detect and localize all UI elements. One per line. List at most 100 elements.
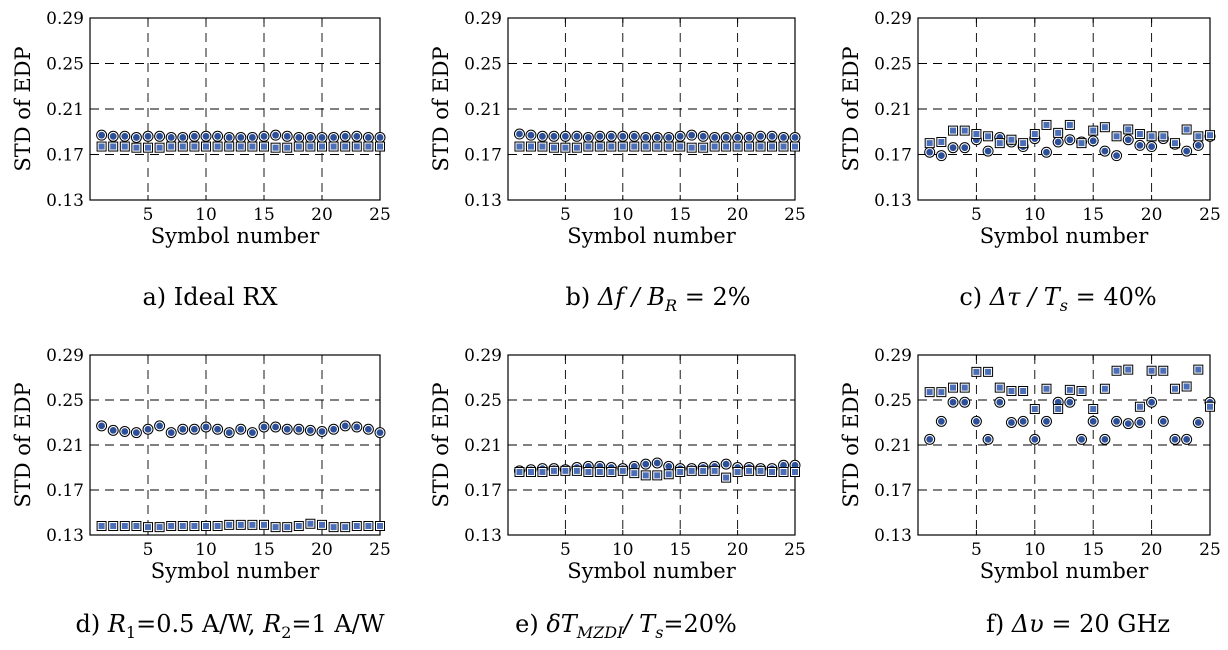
panel-caption: a) Ideal RX xyxy=(142,283,277,311)
data-point-circle-fill xyxy=(791,134,799,141)
x-tick-label: 25 xyxy=(369,205,391,225)
x-tick-label: 5 xyxy=(143,205,154,225)
panel-caption: d) R1=0.5 A/W, R2=1 A/W xyxy=(75,610,384,642)
data-point-circle-fill xyxy=(1066,136,1074,144)
data-point-square-fill xyxy=(168,143,175,150)
data-point-square-fill xyxy=(1031,131,1038,138)
data-point-circle-fill xyxy=(376,429,384,437)
data-point-circle-fill xyxy=(722,134,730,141)
data-point-circle-fill xyxy=(249,429,256,437)
panel-c: 0.13 0.17 0.21 0.25 0.29 5 10 15 20 25 Symbol numb… xyxy=(839,9,1221,315)
data-point-square-fill xyxy=(539,469,546,475)
data-point-circle-fill xyxy=(260,132,268,140)
data-point-circle-fill xyxy=(109,132,117,140)
data-point-circle-fill xyxy=(353,423,361,431)
y-tick-label: 0.17 xyxy=(874,146,912,166)
data-point-square-fill xyxy=(121,523,128,529)
data-point-square-fill xyxy=(1171,385,1178,392)
data-point-circle-fill xyxy=(984,147,992,155)
data-point-square-fill xyxy=(1031,406,1038,412)
data-point-square-fill xyxy=(550,467,557,474)
data-point-square-fill xyxy=(1008,388,1015,394)
data-point-square-fill xyxy=(307,520,314,527)
data-point-circle-fill xyxy=(295,134,303,141)
data-point-circle-fill xyxy=(1136,419,1144,426)
data-point-circle-fill xyxy=(1183,435,1191,443)
data-point-square-fill xyxy=(926,389,933,396)
x-tick-label: 15 xyxy=(1082,540,1104,560)
data-point-circle-fill xyxy=(191,132,198,140)
data-point-circle-fill xyxy=(156,132,164,140)
data-point-square-fill xyxy=(203,143,209,150)
data-point-circle-fill xyxy=(607,132,615,140)
data-point-circle-fill xyxy=(996,398,1004,406)
data-point-square-fill xyxy=(516,469,523,475)
data-point-circle-fill xyxy=(1089,417,1097,425)
data-point-square-fill xyxy=(780,143,787,150)
data-point-square-fill xyxy=(654,143,661,150)
data-point-circle-fill xyxy=(1066,398,1074,406)
data-point-square-fill xyxy=(156,144,163,151)
y-tick-label: 0.13 xyxy=(46,526,84,546)
data-point-circle-fill xyxy=(711,134,719,141)
data-point-square-fill xyxy=(973,131,980,138)
data-point-circle-fill xyxy=(1183,147,1191,155)
x-tick-label: 15 xyxy=(253,540,275,560)
data-point-square-fill xyxy=(145,144,151,151)
data-point-square-fill xyxy=(237,521,244,528)
data-point-square-fill xyxy=(619,143,626,150)
data-point-square-fill xyxy=(608,143,615,150)
data-point-circle-fill xyxy=(260,423,268,431)
x-tick-label: 20 xyxy=(727,540,749,560)
data-point-circle-fill xyxy=(353,132,361,140)
data-point-square-fill xyxy=(179,523,186,529)
data-point-square-fill xyxy=(631,470,638,477)
data-point-square-fill xyxy=(179,143,186,150)
data-point-circle-fill xyxy=(619,132,627,140)
data-point-circle-fill xyxy=(1171,435,1179,443)
data-point-circle-fill xyxy=(676,132,684,140)
x-tick-label: 5 xyxy=(971,205,982,225)
data-point-square-fill xyxy=(1066,386,1073,393)
data-point-square-fill xyxy=(926,140,933,147)
data-point-circle-fill xyxy=(1113,417,1120,425)
x-axis-label: Symbol number xyxy=(980,559,1149,583)
data-point-square-fill xyxy=(654,472,661,479)
data-point-square-fill xyxy=(214,523,221,529)
panel-caption: f) Δυ = 20 GHz xyxy=(986,610,1170,638)
data-point-circle-fill xyxy=(341,132,349,140)
data-point-square-fill xyxy=(723,474,730,481)
data-point-square-fill xyxy=(688,467,695,474)
data-point-square-fill xyxy=(734,469,741,475)
data-point-square-fill xyxy=(284,524,291,531)
data-point-square-fill xyxy=(711,143,718,150)
data-point-circle-fill xyxy=(584,134,592,141)
data-point-square-fill xyxy=(746,467,753,474)
x-tick-label: 15 xyxy=(669,205,691,225)
panel-a: 0.13 0.17 0.21 0.25 0.29 5 10 15 20 25 Symbol numb… xyxy=(11,9,391,311)
y-tick-label: 0.25 xyxy=(874,55,912,75)
data-point-circle-fill xyxy=(225,134,233,141)
data-point-circle-fill xyxy=(191,425,198,433)
y-tick-label: 0.13 xyxy=(46,191,84,211)
data-point-square-fill xyxy=(226,521,233,528)
data-point-square-fill xyxy=(573,144,580,151)
data-point-square-fill xyxy=(677,143,684,150)
data-point-square-fill xyxy=(961,384,968,391)
data-point-square-fill xyxy=(214,143,221,150)
x-axis-label: Symbol number xyxy=(980,224,1149,248)
data-point-square-fill xyxy=(365,523,372,529)
data-point-circle-fill xyxy=(365,425,372,433)
data-point-circle-fill xyxy=(167,429,175,437)
data-point-circle-fill xyxy=(214,132,222,140)
y-tick-label: 0.21 xyxy=(464,436,502,456)
y-tick-label: 0.21 xyxy=(874,100,912,120)
data-point-circle-fill xyxy=(133,134,140,141)
x-tick-label: 15 xyxy=(1082,205,1104,225)
data-point-square-fill xyxy=(1113,133,1120,140)
data-point-square-fill xyxy=(110,523,117,529)
data-point-square-fill xyxy=(1078,388,1085,394)
data-point-circle-fill xyxy=(780,461,787,469)
data-point-square-fill xyxy=(191,143,198,150)
data-point-circle-fill xyxy=(376,134,384,141)
